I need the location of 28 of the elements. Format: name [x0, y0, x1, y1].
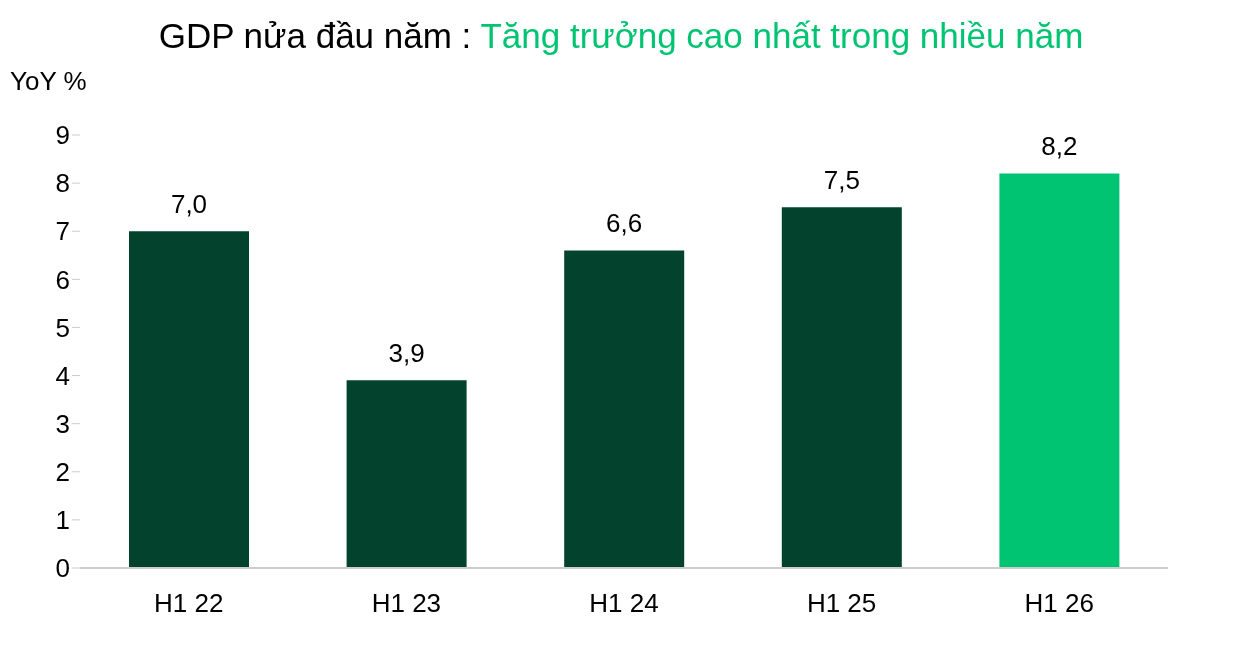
- bar: [346, 380, 467, 568]
- bar: [564, 250, 685, 568]
- y-tick-label: 0: [55, 553, 70, 584]
- x-tick-label: H1 24: [589, 588, 659, 619]
- y-tick-label: 6: [55, 264, 70, 295]
- y-tick-label: 4: [55, 360, 70, 391]
- data-label: 8,2: [1041, 131, 1078, 162]
- chart-title: GDP nửa đầu năm :: [158, 16, 472, 55]
- data-label: 7,5: [823, 165, 860, 196]
- y-tick-label: 5: [55, 312, 70, 343]
- y-axis-title: YoY %: [10, 66, 87, 97]
- data-label: 3,9: [388, 338, 425, 369]
- x-tick-label: H1 25: [806, 588, 877, 619]
- x-tick-label: H1 22: [154, 588, 224, 619]
- bar: [999, 173, 1120, 568]
- data-label: 6,6: [606, 208, 643, 239]
- y-tick-label: 2: [55, 457, 70, 488]
- x-tick-label: H1 23: [371, 588, 442, 619]
- chart-subtitle: Tăng trưởng cao nhất trong nhiều năm: [480, 16, 1084, 55]
- y-tick-label: 1: [55, 505, 70, 536]
- y-tick-label: 9: [55, 120, 70, 151]
- y-tick-label: 7: [55, 216, 70, 247]
- x-tick-label: H1 26: [1024, 588, 1094, 619]
- y-tick-label: 3: [55, 408, 70, 439]
- y-tick-label: 8: [55, 168, 70, 199]
- bar: [129, 231, 249, 568]
- data-label: 7,0: [170, 189, 208, 220]
- bar: [781, 207, 902, 568]
